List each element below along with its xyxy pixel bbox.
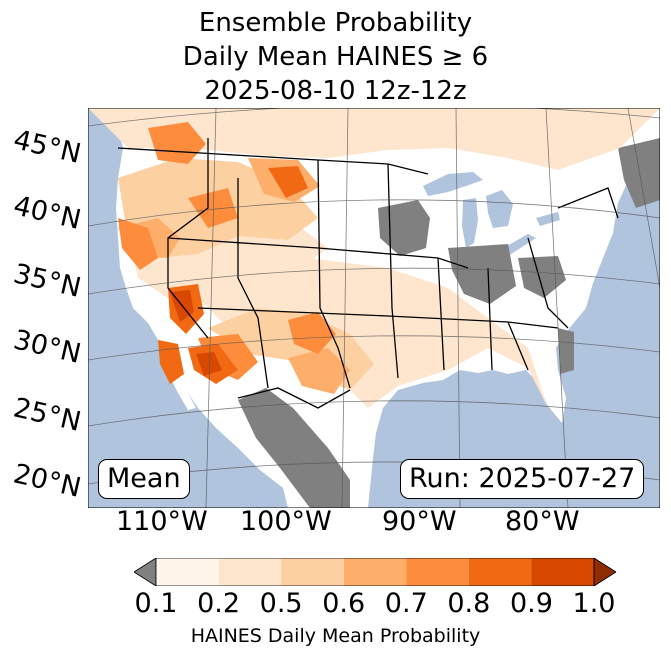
colorbar-segment	[468, 558, 532, 586]
probability-map	[88, 108, 660, 508]
lat-label-25: 25°N	[10, 392, 84, 438]
colorbar-tick-label: 0.1	[134, 588, 178, 619]
run-label-box: Run: 2025-07-27	[400, 459, 645, 499]
stat-label-box: Mean	[98, 459, 190, 499]
lake-superior	[423, 172, 483, 196]
lake-michigan	[462, 198, 478, 248]
colorbar-segment	[406, 558, 469, 586]
colorbar	[134, 558, 616, 586]
colorbar-segment	[281, 558, 344, 586]
lat-label-45: 45°N	[10, 124, 84, 170]
colorbar-tick-label: 0.9	[509, 588, 553, 619]
lon-label-100: 100°W	[240, 506, 332, 537]
title-line-1: Ensemble Probability	[198, 8, 473, 38]
lon-label-90: 90°W	[382, 506, 457, 537]
title-line-3: 2025-08-10 12z-12z	[204, 76, 467, 106]
colorbar-segment	[218, 558, 282, 586]
colorbar-tick-label: 1.0	[572, 588, 616, 619]
colorbar-segment	[343, 558, 407, 586]
colorbar-over-arrow	[593, 558, 616, 586]
colorbar-tick-label: 0.6	[322, 588, 366, 619]
lon-label-80: 80°W	[505, 506, 580, 537]
colorbar-segment	[531, 558, 594, 586]
lat-label-40: 40°N	[10, 190, 84, 236]
colorbar-tick-label: 0.2	[197, 588, 241, 619]
colorbar-label: HAINES Daily Mean Probability	[190, 625, 481, 647]
lat-label-35: 35°N	[10, 258, 84, 304]
lat-label-30: 30°N	[10, 324, 84, 370]
title-line-2: Daily Mean HAINES ≥ 6	[182, 42, 489, 72]
lake-ontario	[536, 212, 560, 226]
colorbar-tick-label: 0.8	[447, 588, 491, 619]
state-borders	[117, 138, 619, 409]
colorbar-tick-label: 0.5	[259, 588, 303, 619]
colorbar-tick-label: 0.7	[384, 588, 428, 619]
lake-huron	[486, 190, 513, 228]
lat-label-20: 20°N	[10, 458, 84, 504]
colorbar-segment	[156, 558, 219, 586]
colorbar-under-arrow	[134, 558, 157, 586]
lon-label-110: 110°W	[116, 506, 208, 537]
